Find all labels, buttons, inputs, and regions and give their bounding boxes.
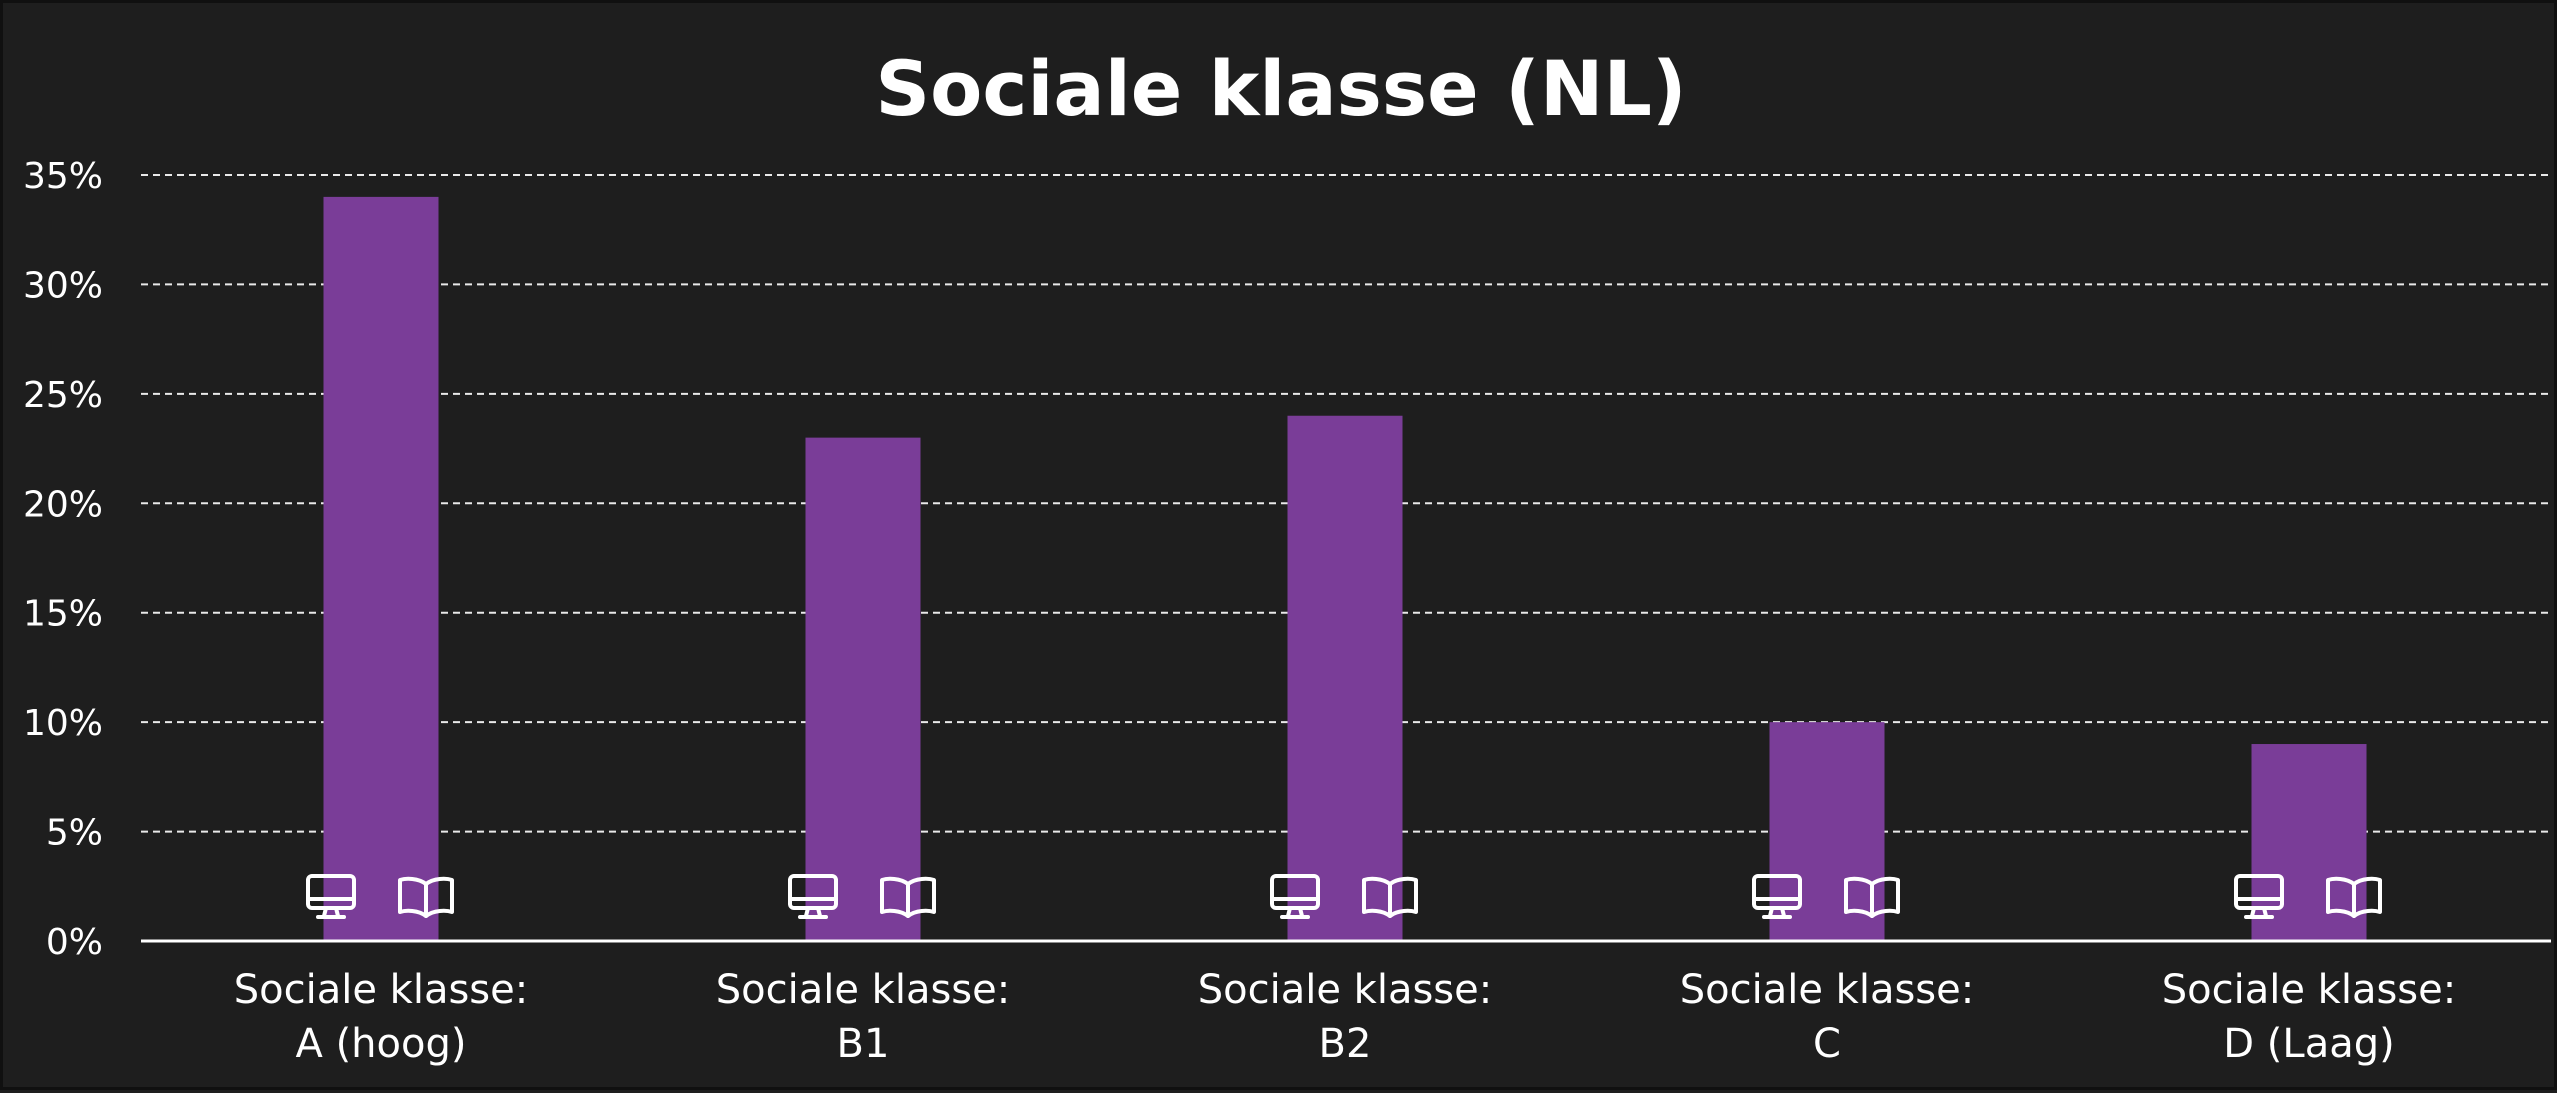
book-icon	[1844, 876, 1900, 918]
x-tick-label: Sociale klasse:	[234, 967, 528, 1013]
book-icon	[2326, 876, 2382, 918]
x-tick-label: C	[1813, 1021, 1841, 1067]
category-icons	[306, 874, 2382, 919]
bars	[323, 196, 2367, 941]
y-tick-label: 0%	[46, 922, 103, 963]
monitor-icon	[788, 874, 838, 919]
y-tick-label: 35%	[23, 156, 103, 197]
monitor-icon	[1752, 874, 1802, 919]
book-icon	[398, 876, 454, 918]
bar	[1287, 415, 1403, 941]
x-tick-label: Sociale klasse:	[2162, 967, 2456, 1013]
bar	[323, 196, 439, 941]
x-tick-label: Sociale klasse:	[1198, 967, 1492, 1013]
monitor-icon	[2234, 874, 2284, 919]
bar	[1769, 722, 1885, 941]
x-tick-label: B2	[1319, 1021, 1372, 1067]
chart-svg: Sociale klasse (NL) 0% 5% 10% 15% 20% 25% 30% 3…	[23, 44, 2551, 1067]
y-tick-label: 30%	[23, 265, 103, 306]
x-tick-label: D (Laag)	[2223, 1021, 2394, 1067]
y-tick-label: 20%	[23, 484, 103, 525]
monitor-icon	[306, 874, 356, 919]
y-tick-label: 10%	[23, 703, 103, 744]
y-tick-label: 15%	[23, 594, 103, 635]
x-axis-labels: Sociale klasse: A (hoog) Sociale klasse: B1…	[234, 967, 2456, 1067]
y-axis-ticks: 0% 5% 10% 15% 20% 25% 30% 35%	[23, 156, 103, 963]
book-icon	[880, 876, 936, 918]
y-tick-label: 5%	[46, 813, 103, 854]
monitor-icon	[1270, 874, 1320, 919]
chart-title: Sociale klasse (NL)	[875, 44, 1686, 133]
x-tick-label: B1	[837, 1021, 890, 1067]
book-icon	[1362, 876, 1418, 918]
bar	[805, 437, 921, 941]
x-tick-label: Sociale klasse:	[716, 967, 1010, 1013]
y-tick-label: 25%	[23, 375, 103, 416]
x-tick-label: Sociale klasse:	[1680, 967, 1974, 1013]
x-tick-label: A (hoog)	[296, 1021, 467, 1067]
